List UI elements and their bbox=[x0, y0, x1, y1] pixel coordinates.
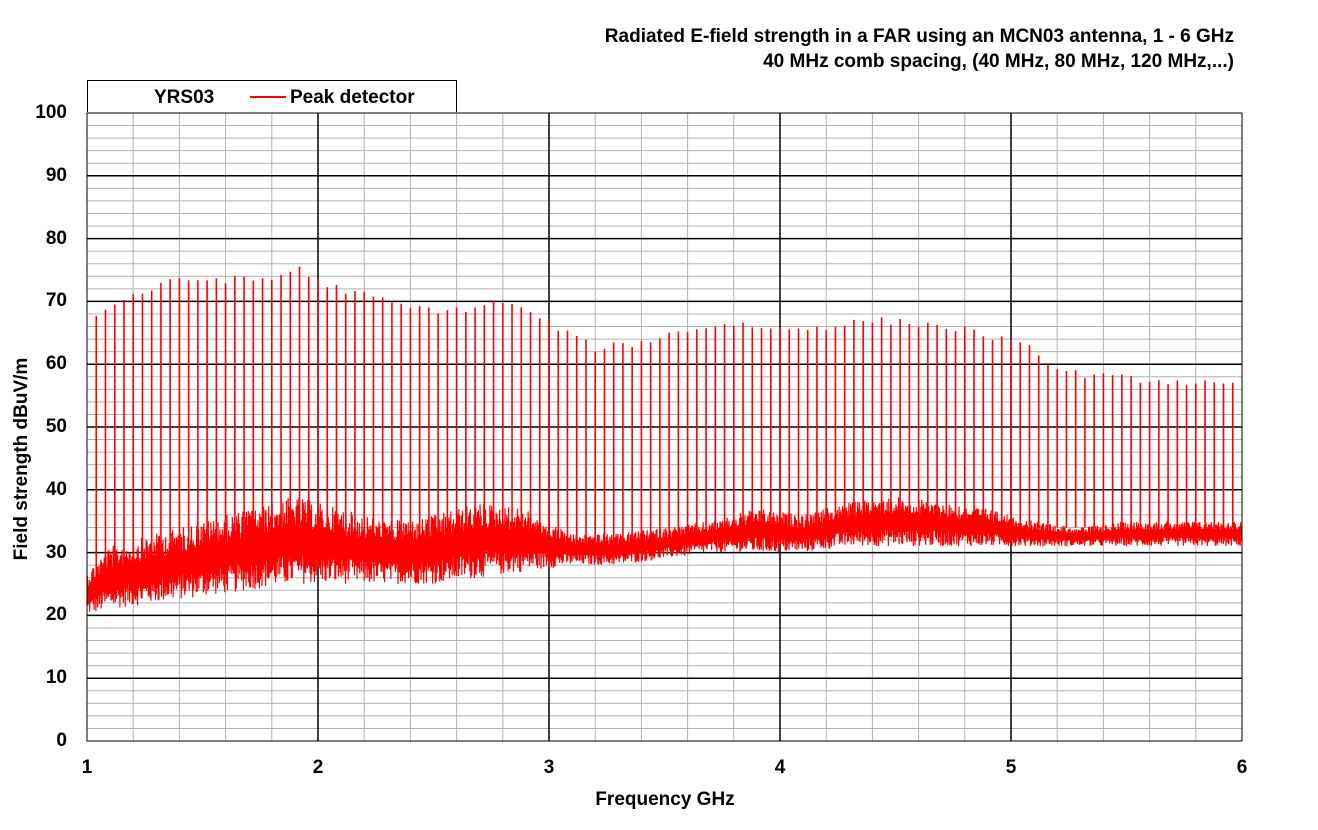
chart-subtitle: 40 MHz comb spacing, (40 MHz, 80 MHz, 12… bbox=[763, 51, 1234, 72]
legend-title: YRS03 bbox=[154, 87, 215, 108]
y-tick-label: 30 bbox=[45, 541, 67, 563]
noise-floor-trace bbox=[86, 497, 1243, 612]
y-tick-label: 50 bbox=[45, 416, 67, 437]
y-tick-label: 60 bbox=[45, 353, 67, 375]
y-tick-label: 10 bbox=[45, 667, 67, 689]
y-tick-label: 70 bbox=[45, 290, 67, 312]
y-tick-label: 40 bbox=[45, 478, 67, 500]
chart-title: Radiated E-field strength in a FAR using… bbox=[604, 26, 1234, 47]
y-tick-label: 80 bbox=[45, 227, 67, 249]
noise-floor-path bbox=[86, 497, 1243, 612]
x-axis-label: Frequency GHz bbox=[595, 789, 735, 810]
x-tick-label: 3 bbox=[543, 757, 555, 778]
y-tick-label: 100 bbox=[35, 102, 67, 123]
legend-series-label: Peak detector bbox=[290, 87, 415, 108]
comb-peak-lines bbox=[95, 266, 1234, 595]
legend: YRS03 Peak detector bbox=[87, 80, 457, 112]
y-tick-label: 90 bbox=[45, 164, 67, 186]
major-gridlines bbox=[87, 113, 1242, 741]
plot-frame bbox=[86, 112, 1243, 742]
x-tick-label: 4 bbox=[774, 757, 786, 778]
y-tick-label: 20 bbox=[45, 604, 67, 626]
x-tick-label: 2 bbox=[312, 757, 324, 778]
y-axis-label: Field strength dBuV/m bbox=[11, 357, 32, 561]
y-tick-label: 0 bbox=[56, 730, 67, 751]
x-tick-label: 6 bbox=[1236, 757, 1248, 778]
legend-series-swatch bbox=[250, 96, 286, 98]
x-tick-label: 1 bbox=[81, 757, 93, 778]
x-tick-label: 5 bbox=[1005, 757, 1017, 778]
